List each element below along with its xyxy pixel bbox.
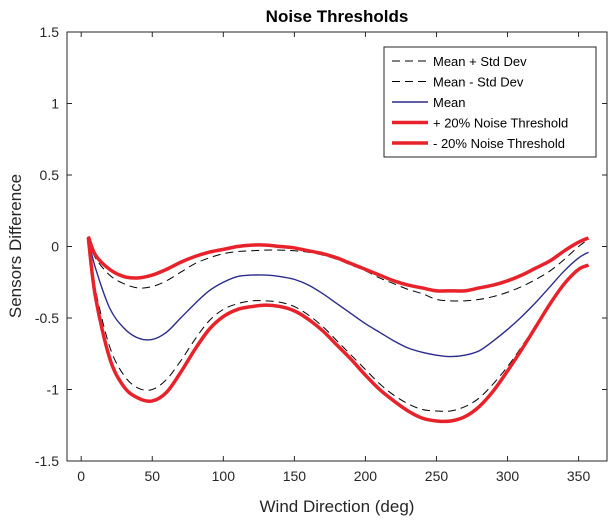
y-tick-label: 1	[51, 96, 59, 112]
y-tick-label: -0.5	[35, 310, 59, 326]
series-line-2	[87, 239, 589, 358]
x-axis-label: Wind Direction (deg)	[260, 497, 415, 516]
y-axis-label: Sensors Difference	[6, 174, 25, 318]
legend-label: - 20% Noise Threshold	[433, 136, 565, 151]
x-tick-label: 200	[354, 468, 378, 484]
y-tick-label: 0.5	[40, 167, 60, 183]
x-tick-label: 150	[283, 468, 307, 484]
y-axis-ticks: -1.5 -1 -0.5 0 0.5 1 1.5	[35, 24, 607, 469]
legend: Mean + Std Dev Mean - Std Dev Mean + 20% No…	[383, 46, 597, 158]
y-tick-label: 0	[51, 239, 59, 255]
series-line-4	[86, 237, 590, 424]
y-tick-label: -1.5	[35, 453, 59, 469]
x-tick-label: 50	[144, 468, 160, 484]
legend-label: Mean	[433, 95, 466, 110]
x-tick-label: 300	[496, 468, 520, 484]
legend-label: + 20% Noise Threshold	[433, 116, 568, 131]
series-line-0	[87, 238, 589, 302]
x-tick-label: 0	[77, 468, 85, 484]
y-tick-label: -1	[47, 382, 60, 398]
x-axis-ticks: 0 50 100 150 200 250 300 350	[77, 32, 590, 484]
x-tick-label: 350	[567, 468, 591, 484]
series-line-3	[86, 235, 590, 293]
legend-label: Mean + Std Dev	[433, 54, 527, 69]
series-line-1	[87, 242, 589, 412]
x-tick-label: 250	[425, 468, 449, 484]
chart-title: Noise Thresholds	[266, 7, 409, 26]
legend-label: Mean - Std Dev	[433, 75, 524, 90]
series-layer	[86, 235, 590, 424]
y-tick-label: 1.5	[40, 24, 60, 40]
x-tick-label: 100	[212, 468, 236, 484]
